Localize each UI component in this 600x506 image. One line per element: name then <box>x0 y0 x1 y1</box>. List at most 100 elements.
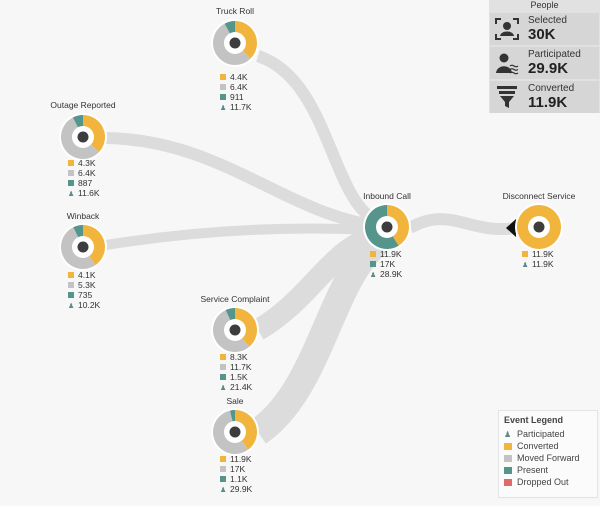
node-stats: 11.9K ♟ 11.9K <box>522 249 554 271</box>
node-center-dot <box>77 131 89 143</box>
legend-label: Moved Forward <box>517 453 580 463</box>
donut-chart <box>211 19 259 67</box>
node-sale[interactable]: Sale 11.9K 17K 1.1K ♟ 29.9K <box>208 396 262 498</box>
donut-chart <box>515 203 563 251</box>
node-stats: 4.4K 6.4K 911 ♟ 11.7K <box>220 72 252 114</box>
node-center-dot <box>229 324 241 336</box>
legend-label: Present <box>517 465 549 475</box>
stat-moved-forward: 5.3K <box>78 280 96 290</box>
link-winback-inbound <box>105 223 373 250</box>
stat-participated: 11.7K <box>230 102 252 112</box>
stat-participated: 21.4K <box>230 382 253 392</box>
person-icon: ♟ <box>68 191 75 198</box>
people-panel: People Selected 30K Participated 29.9K <box>489 0 600 113</box>
stat-converted: 4.3K <box>78 158 96 168</box>
legend-swatch <box>504 466 512 474</box>
selected-label: Selected <box>528 15 567 26</box>
converted-segment <box>83 115 105 153</box>
node-outage-reported[interactable]: Outage Reported 4.3K 6.4K 887 ♟ 11.6K <box>50 100 115 202</box>
people-selected: Selected 30K <box>490 13 599 45</box>
node-service-complaint[interactable]: Service Complaint 8.3K 11.7K 1.5K ♟ 21.4K <box>201 294 270 396</box>
stat-participated: 11.6K <box>78 188 100 198</box>
link-sale-inbound <box>249 231 388 444</box>
node-winback[interactable]: Winback 4.1K 5.3K 735 ♟ 10.2K <box>56 211 110 313</box>
node-center-dot <box>229 426 241 438</box>
selected-user-icon <box>492 14 522 44</box>
legend-moved-forward: Moved Forward <box>504 452 580 464</box>
selected-value: 30K <box>528 26 556 43</box>
converted-label: Converted <box>528 83 575 94</box>
legend-swatch <box>504 442 512 450</box>
stat-moved-forward: 11.7K <box>230 362 252 372</box>
stat-present: 1.1K <box>230 474 248 484</box>
node-stats: 11.9K 17K ♟ 28.9K <box>370 249 402 281</box>
stat-participated: 11.9K <box>532 259 554 269</box>
legend-label: Participated <box>517 429 565 439</box>
node-stats: 4.1K 5.3K 735 ♟ 10.2K <box>68 270 100 312</box>
stat-moved-forward: 6.4K <box>230 82 248 92</box>
stat-participated: 10.2K <box>78 300 101 310</box>
link-truck-roll-inbound <box>255 50 382 228</box>
legend-participated: ♟ Participated <box>504 428 565 440</box>
stat-participated: 29.9K <box>230 484 253 494</box>
stat-present: 911 <box>230 92 244 102</box>
converted-segment <box>235 410 257 450</box>
donut-chart <box>211 408 259 456</box>
node-title: Inbound Call <box>363 191 411 201</box>
people-converted: Converted 11.9K <box>490 81 599 113</box>
person-icon: ♟ <box>68 303 75 310</box>
participated-user-icon <box>492 48 522 78</box>
person-icon: ♟ <box>504 429 512 439</box>
node-stats: 8.3K 11.7K 1.5K ♟ 21.4K <box>220 352 252 394</box>
converted-value: 11.9K <box>528 94 568 111</box>
person-icon: ♟ <box>370 272 377 279</box>
link-inbound-disconnect <box>407 213 516 236</box>
participated-label: Participated <box>528 49 581 60</box>
person-icon: ♟ <box>220 385 227 392</box>
stat-converted: 11.9K <box>380 249 402 259</box>
disconnect-arrow-icon <box>506 219 516 237</box>
node-title: Outage Reported <box>50 100 116 110</box>
node-title: Service Complaint <box>200 294 270 304</box>
stat-converted: 8.3K <box>230 352 248 362</box>
stat-participated: 28.9K <box>380 269 403 279</box>
legend-title: Event Legend <box>504 415 564 425</box>
legend-label: Dropped Out <box>517 477 569 487</box>
person-icon: ♟ <box>522 262 529 269</box>
stat-present: 17K <box>380 259 396 269</box>
stat-moved-forward: 6.4K <box>78 168 96 178</box>
legend-dropped-out: Dropped Out <box>504 476 569 488</box>
stat-converted: 11.9K <box>230 454 252 464</box>
person-icon: ♟ <box>220 487 227 494</box>
node-truck-roll[interactable]: Truck Roll 4.4K 6.4K 911 ♟ 11.7K <box>208 6 262 112</box>
converted-segment <box>83 225 106 266</box>
node-stats: 11.9K 17K 1.1K ♟ 29.9K <box>220 454 252 496</box>
node-disconnect-service[interactable]: Disconnect Service 11.9K ♟ 11.9K <box>503 191 576 273</box>
people-participated: Participated 29.9K <box>490 47 599 79</box>
legend-label: Converted <box>517 441 559 451</box>
node-title: Truck Roll <box>216 6 254 16</box>
stat-moved-forward: 17K <box>230 464 246 474</box>
node-title: Disconnect Service <box>502 191 576 201</box>
legend-swatch <box>504 454 512 462</box>
node-inbound-call[interactable]: Inbound Call 11.9K 17K ♟ 28.9K <box>360 191 414 283</box>
funnel-icon <box>492 82 522 112</box>
event-legend: Event Legend ♟ Participated Converted Mo… <box>498 410 598 498</box>
person-icon: ♟ <box>220 105 227 112</box>
node-stats: 4.3K 6.4K 887 ♟ 11.6K <box>68 158 100 200</box>
flow-links <box>105 50 516 444</box>
node-title: Sale <box>226 396 244 406</box>
stat-present: 735 <box>78 290 93 300</box>
donut-chart <box>59 223 107 271</box>
node-center-dot <box>229 37 241 49</box>
legend-present: Present <box>504 464 548 476</box>
node-title: Winback <box>66 211 100 221</box>
donut-chart <box>211 306 259 354</box>
node-center-dot <box>77 241 89 253</box>
node-center-dot <box>381 221 393 233</box>
link-outage-inbound <box>105 132 373 231</box>
donut-chart <box>59 113 107 161</box>
legend-converted: Converted <box>504 440 559 452</box>
people-title: People <box>530 0 559 10</box>
